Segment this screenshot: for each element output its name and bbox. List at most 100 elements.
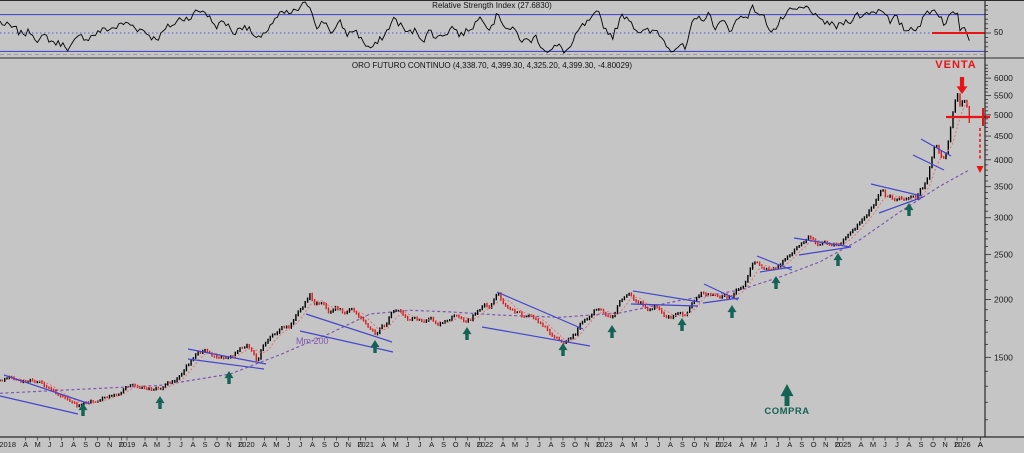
x-axis-month-label: J <box>776 440 780 449</box>
price-tick-label: 4500 <box>994 131 1013 141</box>
price-tick-label: 3000 <box>994 213 1013 223</box>
buy-arrow <box>607 325 617 338</box>
x-axis-month-label: O <box>95 440 101 449</box>
x-axis-month-label: D <box>835 440 841 449</box>
x-axis-month-label: S <box>680 440 685 449</box>
x-axis-month-label: M <box>393 440 399 449</box>
buy-arrow <box>904 203 914 216</box>
sell-arrow <box>956 77 968 94</box>
trendline <box>3 374 91 405</box>
trendline <box>187 348 267 365</box>
trendline <box>496 291 584 330</box>
x-axis-year-label: 2021 <box>357 440 374 449</box>
trendline <box>759 266 793 273</box>
x-axis-month-label: O <box>214 440 220 449</box>
price-tick-label: 2000 <box>994 294 1013 304</box>
sell-projection-arrowhead <box>976 166 984 173</box>
x-axis-year-label: 2023 <box>596 440 613 449</box>
price-tick-label: 4000 <box>994 155 1013 165</box>
x-axis-month-label: S <box>919 440 924 449</box>
price-tick-label: 2500 <box>994 249 1013 259</box>
ma-short-line <box>6 102 970 405</box>
x-axis-month-label: J <box>167 440 171 449</box>
x-axis-month-label: A <box>23 440 28 449</box>
x-axis-month-label: J <box>656 440 660 449</box>
buy-signal-label: COMPRA <box>764 406 810 417</box>
x-axis-month-label: D <box>477 440 483 449</box>
x-axis-month-label: J <box>179 440 183 449</box>
x-axis-month-label: S <box>202 440 207 449</box>
trendline <box>793 237 852 248</box>
x-axis-month-label: A <box>859 440 864 449</box>
x-axis-year-label: 2026 <box>954 440 971 449</box>
x-axis-month-label: N <box>346 440 351 449</box>
x-axis-month-label: M <box>870 440 876 449</box>
x-axis-month-label: S <box>441 440 446 449</box>
compra-arrow <box>780 384 794 406</box>
trendline <box>703 283 739 301</box>
x-axis-month-label: J <box>525 440 529 449</box>
x-axis-month-label: M <box>631 440 637 449</box>
price-bars-up <box>0 93 966 408</box>
x-axis-year-label: 2019 <box>119 440 136 449</box>
x-axis-month-label: N <box>226 440 231 449</box>
x-axis-month-label: J <box>895 440 899 449</box>
x-axis-year-label: 2024 <box>715 440 732 449</box>
x-axis-month-label: N <box>704 440 709 449</box>
x-axis-month-label: A <box>262 440 267 449</box>
trendline <box>0 395 79 415</box>
x-axis-month-label: N <box>823 440 828 449</box>
x-axis-month-label: D <box>954 440 960 449</box>
buy-arrow <box>558 343 568 356</box>
x-axis-month-label: A <box>549 440 554 449</box>
price-panel-title: ORO FUTURO CONTINUO (4,338.70, 4,399.30,… <box>351 61 633 70</box>
trendline <box>187 358 265 370</box>
x-axis-month-label: M <box>751 440 757 449</box>
trendline <box>702 297 740 304</box>
x-axis-month-label: D <box>119 440 125 449</box>
x-axis-month-label: A <box>668 440 673 449</box>
x-axis-year-label: 2020 <box>238 440 255 449</box>
x-axis-month-label: A <box>787 440 792 449</box>
x-axis-month-label: M <box>35 440 41 449</box>
price-tick-label: 5500 <box>994 91 1013 101</box>
x-axis-month-label: O <box>930 440 936 449</box>
x-axis-month-label: N <box>584 440 589 449</box>
x-axis-year-label: 2025 <box>835 440 852 449</box>
x-axis-month-label: J <box>48 440 52 449</box>
x-axis-month-label: A <box>71 440 76 449</box>
trendline <box>878 196 924 214</box>
trendline <box>481 326 591 347</box>
x-axis-month-label: S <box>322 440 327 449</box>
x-axis-month-label: A <box>501 440 506 449</box>
x-axis-month-label: A <box>310 440 315 449</box>
trendline <box>798 246 852 256</box>
x-axis-year-label: 2018 <box>0 440 16 449</box>
ma-200-line <box>0 170 969 394</box>
x-axis-month-label: S <box>561 440 566 449</box>
x-axis-month-label: D <box>238 440 244 449</box>
x-axis-month-label: O <box>333 440 339 449</box>
price-tick-label: 5000 <box>994 110 1013 120</box>
price-tick-label: 6000 <box>994 73 1013 83</box>
x-axis-month-label: A <box>978 440 983 449</box>
x-axis-month-label: J <box>406 440 410 449</box>
x-axis-month-label: A <box>429 440 434 449</box>
buy-arrow <box>727 305 737 318</box>
buy-arrow <box>370 340 380 353</box>
trendline <box>299 330 394 353</box>
x-axis-month-label: O <box>811 440 817 449</box>
rsi-panel-title: Relative Strength Index (27.6830) <box>432 1 552 10</box>
trendline <box>632 290 701 303</box>
x-axis-month-label: M <box>273 440 279 449</box>
trendline <box>912 154 945 171</box>
buy-arrow <box>224 371 234 384</box>
x-axis-month-label: A <box>739 440 744 449</box>
x-axis-month-label: D <box>358 440 364 449</box>
x-axis-year-label: 2022 <box>477 440 494 449</box>
x-axis-month-label: J <box>537 440 541 449</box>
trendline <box>870 183 923 197</box>
x-axis-month-label: A <box>190 440 195 449</box>
